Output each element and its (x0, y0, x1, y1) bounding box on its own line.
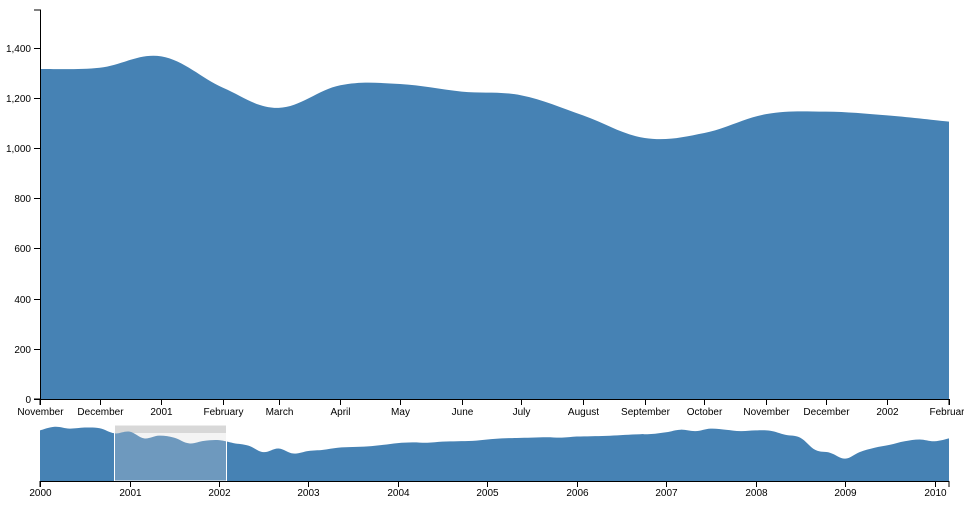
focus-x-tick-label: May (391, 407, 410, 418)
focus-chart: 0 200 400 600 800 1,000 1,200 1,400 November Dec… (6, 9, 964, 418)
focus-y-tick-label: 1,400 (6, 44, 31, 55)
focus-y-tick-label: 600 (14, 244, 31, 255)
focus-x-tick-label: February (929, 407, 964, 418)
focus-x-tick-label: 2002 (876, 407, 899, 418)
context-x-tick-label: 2010 (924, 488, 947, 499)
context-x-axis: 2000 2001 2002 2003 2004 2005 2006 2007 2008 2009… (29, 481, 950, 499)
brush-selection[interactable] (114, 424, 228, 482)
focus-x-tick-label: September (621, 407, 671, 418)
focus-y-tick-label: 400 (14, 295, 31, 306)
focus-x-tick-label: April (330, 407, 350, 418)
context-x-tick-label: 2003 (297, 488, 320, 499)
context-x-tick-label: 2007 (655, 488, 678, 499)
focus-x-tick-label: 2001 (150, 407, 173, 418)
context-x-tick-label: 2001 (119, 488, 142, 499)
context-x-axis-line (39, 481, 950, 487)
context-x-tick-label: 2000 (29, 488, 52, 499)
context-x-tick-label: 2008 (745, 488, 768, 499)
focus-y-tick-label: 1,200 (6, 94, 31, 105)
focus-x-tick-label: December (77, 407, 124, 418)
focus-x-tick-label: March (266, 407, 294, 418)
focus-y-axis-line (34, 9, 41, 400)
focus-x-tick-label: February (203, 407, 243, 418)
focus-x-tick-label: July (513, 407, 531, 418)
context-area-series (40, 426, 949, 481)
context-x-tick-label: 2004 (387, 488, 410, 499)
context-x-tick-label: 2006 (566, 488, 589, 499)
focus-y-tick-label: 0 (25, 395, 31, 406)
focus-x-tick-label: October (687, 407, 723, 418)
focus-x-tick-label: November (743, 407, 790, 418)
focus-area-series (40, 55, 949, 399)
focus-x-tick-label: November (17, 407, 64, 418)
focus-y-axis: 0 200 400 600 800 1,000 1,200 1,400 (6, 9, 41, 406)
focus-x-tick-label: June (452, 407, 474, 418)
context-x-tick-label: 2002 (208, 488, 231, 499)
brush-top-band (114, 425, 227, 433)
focus-x-tick-label: August (568, 407, 599, 418)
context-chart: 2000 2001 2002 2003 2004 2005 2006 2007 2008 2009… (29, 424, 950, 499)
focus-y-tick-label: 200 (14, 345, 31, 356)
focus-x-axis: November December 2001 February March April Ma… (17, 399, 964, 418)
focus-x-tick-label: December (803, 407, 850, 418)
focus-x-axis-line (39, 399, 950, 405)
focus-y-tick-label: 800 (14, 194, 31, 205)
context-x-tick-label: 2009 (834, 488, 857, 499)
context-x-tick-label: 2005 (476, 488, 499, 499)
focus-y-tick-label: 1,000 (6, 144, 31, 155)
